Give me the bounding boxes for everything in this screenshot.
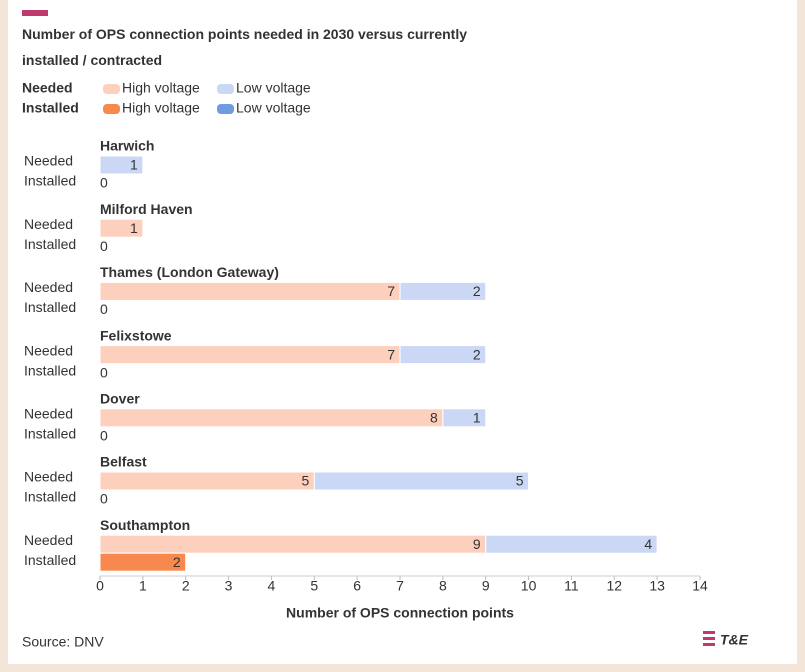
legend-swatch <box>103 104 120 114</box>
data-label: 1 <box>130 220 138 236</box>
x-tick-label: 7 <box>396 578 404 594</box>
legend-label: High voltage <box>122 80 200 96</box>
x-tick-label: 1 <box>139 578 147 594</box>
category-label: Southampton <box>100 517 190 533</box>
data-label: 0 <box>100 301 108 317</box>
data-label: 2 <box>473 346 481 362</box>
row-label: Needed <box>24 279 73 295</box>
legend-swatch <box>217 104 234 114</box>
x-tick-label: 6 <box>353 578 361 594</box>
bar-segment <box>99 218 144 238</box>
legend-swatch <box>217 84 234 94</box>
x-tick-label: 10 <box>521 578 537 594</box>
row-label: Installed <box>24 426 76 442</box>
row-label: Needed <box>24 153 73 169</box>
data-label: 8 <box>430 410 438 426</box>
row-label: Needed <box>24 342 73 358</box>
category-label: Milford Haven <box>100 201 193 217</box>
logo-stripe <box>703 643 715 646</box>
logo-stripe <box>703 631 715 634</box>
bar-segment <box>99 155 144 175</box>
x-tick-label: 9 <box>482 578 490 594</box>
x-tick-label: 4 <box>268 578 276 594</box>
x-tick-label: 5 <box>310 578 318 594</box>
logo: T&E <box>720 632 749 648</box>
legend-label: High voltage <box>122 100 200 116</box>
bar-segment <box>99 345 401 365</box>
bar-segment <box>485 534 658 554</box>
data-label: 2 <box>173 554 181 570</box>
bar-segment <box>99 534 487 554</box>
x-tick-label: 3 <box>225 578 233 594</box>
data-label: 0 <box>100 364 108 380</box>
category-label: Felixstowe <box>100 327 172 343</box>
x-tick-label: 2 <box>182 578 190 594</box>
data-label: 0 <box>100 175 108 191</box>
data-label: 7 <box>387 283 395 299</box>
bar-segment <box>99 281 401 301</box>
legend-label: Low voltage <box>236 80 311 96</box>
x-tick-label: 8 <box>439 578 447 594</box>
row-label: Needed <box>24 216 73 232</box>
category-label: Belfast <box>100 454 147 470</box>
row-label: Needed <box>24 532 73 548</box>
row-label: Installed <box>24 489 76 505</box>
bar-segment <box>399 345 487 365</box>
x-tick-label: 13 <box>649 578 665 594</box>
bar-segment <box>313 471 530 491</box>
data-label: 9 <box>473 536 481 552</box>
row-label: Installed <box>24 173 76 189</box>
legend-group: Needed <box>22 80 73 96</box>
bar-segment <box>442 408 487 428</box>
row-label: Installed <box>24 299 76 315</box>
chart-title: Number of OPS connection points needed i… <box>22 26 467 68</box>
source: Source: DNV <box>22 634 104 650</box>
x-axis-label: Number of OPS connection points <box>286 605 514 621</box>
row-label: Installed <box>24 236 76 252</box>
x-tick-label: 14 <box>692 578 708 594</box>
data-label: 0 <box>100 428 108 444</box>
accent <box>22 10 48 16</box>
legend-swatch <box>103 84 120 94</box>
data-label: 0 <box>100 238 108 254</box>
bar-segment <box>399 281 487 301</box>
bar-segment <box>99 408 444 428</box>
row-label: Installed <box>24 362 76 378</box>
bar-segment <box>99 471 315 491</box>
row-label: Needed <box>24 406 73 422</box>
category-label: Thames (London Gateway) <box>100 264 279 280</box>
data-label: 1 <box>130 157 138 173</box>
x-tick-label: 0 <box>96 578 104 594</box>
category-label: Harwich <box>100 138 154 154</box>
row-label: Installed <box>24 552 76 568</box>
data-label: 2 <box>473 283 481 299</box>
data-label: 5 <box>516 473 524 489</box>
category-label: Dover <box>100 391 140 407</box>
x-tick-label: 11 <box>564 578 579 594</box>
data-label: 1 <box>473 410 481 426</box>
legend-group: Installed <box>22 100 79 116</box>
bar-segment <box>99 552 187 572</box>
x-tick-label: 12 <box>606 578 622 594</box>
legend-label: Low voltage <box>236 100 311 116</box>
data-label: 4 <box>644 536 652 552</box>
row-label: Needed <box>24 469 73 485</box>
logo-stripe <box>703 637 715 640</box>
data-label: 0 <box>100 491 108 507</box>
data-label: 5 <box>301 473 309 489</box>
data-label: 7 <box>387 346 395 362</box>
